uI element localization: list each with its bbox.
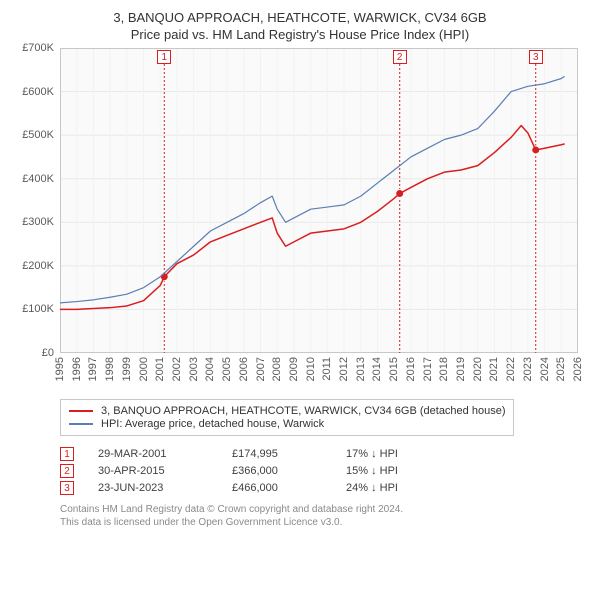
page-subtitle: Price paid vs. HM Land Registry's House … xyxy=(12,27,588,42)
y-axis-label: £400K xyxy=(10,173,54,185)
x-axis-label: 2018 xyxy=(438,357,450,381)
x-axis-label: 2005 xyxy=(221,357,233,381)
event-marker: 2 xyxy=(393,50,407,64)
x-axis-label: 2025 xyxy=(555,357,567,381)
event-row: 2 30-APR-2015 £366,000 15% ↓ HPI xyxy=(60,464,588,478)
event-diff: 24% ↓ HPI xyxy=(346,482,398,494)
x-axis-label: 1997 xyxy=(87,357,99,381)
event-price: £366,000 xyxy=(232,465,322,477)
event-row: 3 23-JUN-2023 £466,000 24% ↓ HPI xyxy=(60,481,588,495)
y-axis-label: £600K xyxy=(10,86,54,98)
x-axis-label: 1996 xyxy=(71,357,83,381)
x-axis-label: 2022 xyxy=(505,357,517,381)
legend-label: HPI: Average price, detached house, Warw… xyxy=(101,418,324,430)
event-row: 1 29-MAR-2001 £174,995 17% ↓ HPI xyxy=(60,447,588,461)
event-number: 2 xyxy=(60,464,74,478)
x-axis-label: 2006 xyxy=(238,357,250,381)
x-axis-label: 2023 xyxy=(522,357,534,381)
price-chart: £0£100K£200K£300K£400K£500K£600K£700K 12… xyxy=(12,48,588,393)
event-marker: 3 xyxy=(529,50,543,64)
x-axis-label: 2013 xyxy=(355,357,367,381)
event-diff: 15% ↓ HPI xyxy=(346,465,398,477)
x-axis-label: 2007 xyxy=(255,357,267,381)
y-axis-label: £200K xyxy=(10,260,54,272)
legend-swatch xyxy=(69,410,93,412)
event-date: 30-APR-2015 xyxy=(98,465,208,477)
event-diff: 17% ↓ HPI xyxy=(346,448,398,460)
x-axis-label: 1999 xyxy=(121,357,133,381)
x-axis-label: 2011 xyxy=(321,357,333,381)
page-title: 3, BANQUO APPROACH, HEATHCOTE, WARWICK, … xyxy=(12,10,588,25)
legend-label: 3, BANQUO APPROACH, HEATHCOTE, WARWICK, … xyxy=(101,405,505,417)
y-axis-label: £500K xyxy=(10,129,54,141)
y-axis-label: £100K xyxy=(10,303,54,315)
x-axis-label: 1995 xyxy=(54,357,66,381)
y-axis-label: £300K xyxy=(10,216,54,228)
event-number: 3 xyxy=(60,481,74,495)
event-date: 29-MAR-2001 xyxy=(98,448,208,460)
x-axis-label: 2019 xyxy=(455,357,467,381)
event-price: £174,995 xyxy=(232,448,322,460)
x-axis-label: 2012 xyxy=(338,357,350,381)
footer-line: This data is licensed under the Open Gov… xyxy=(60,517,588,530)
x-axis-label: 2016 xyxy=(405,357,417,381)
x-axis-label: 2020 xyxy=(472,357,484,381)
legend-item: 3, BANQUO APPROACH, HEATHCOTE, WARWICK, … xyxy=(69,405,505,417)
event-date: 23-JUN-2023 xyxy=(98,482,208,494)
x-axis-label: 2010 xyxy=(305,357,317,381)
x-axis-label: 2026 xyxy=(572,357,584,381)
x-axis-label: 1998 xyxy=(104,357,116,381)
x-axis-label: 2003 xyxy=(188,357,200,381)
y-axis-label: £0 xyxy=(10,347,54,359)
legend-item: HPI: Average price, detached house, Warw… xyxy=(69,418,505,430)
event-marker: 1 xyxy=(157,50,171,64)
attribution-footer: Contains HM Land Registry data © Crown c… xyxy=(60,504,588,529)
footer-line: Contains HM Land Registry data © Crown c… xyxy=(60,504,588,517)
chart-legend: 3, BANQUO APPROACH, HEATHCOTE, WARWICK, … xyxy=(60,399,514,436)
x-axis-label: 2015 xyxy=(388,357,400,381)
x-axis-label: 2008 xyxy=(271,357,283,381)
x-axis-label: 2021 xyxy=(488,357,500,381)
legend-swatch xyxy=(69,423,93,425)
y-axis-label: £700K xyxy=(10,42,54,54)
x-axis-label: 2024 xyxy=(539,357,551,381)
x-axis-label: 2000 xyxy=(138,357,150,381)
event-price: £466,000 xyxy=(232,482,322,494)
events-table: 1 29-MAR-2001 £174,995 17% ↓ HPI 2 30-APR-201… xyxy=(60,444,588,498)
x-axis-label: 2009 xyxy=(288,357,300,381)
x-axis-label: 2002 xyxy=(171,357,183,381)
x-axis-label: 2014 xyxy=(371,357,383,381)
x-axis-label: 2001 xyxy=(154,357,166,381)
x-axis-label: 2004 xyxy=(204,357,216,381)
event-number: 1 xyxy=(60,447,74,461)
x-axis-label: 2017 xyxy=(422,357,434,381)
